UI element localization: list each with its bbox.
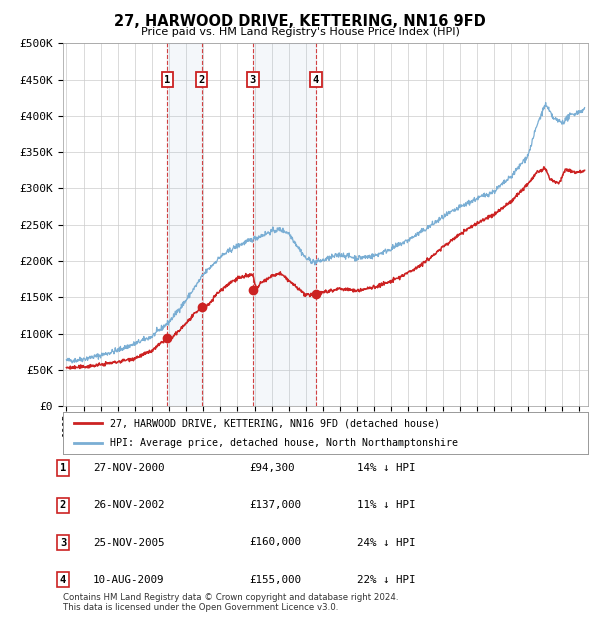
Text: Price paid vs. HM Land Registry's House Price Index (HPI): Price paid vs. HM Land Registry's House … xyxy=(140,27,460,37)
Text: 27, HARWOOD DRIVE, KETTERING, NN16 9FD (detached house): 27, HARWOOD DRIVE, KETTERING, NN16 9FD (… xyxy=(110,418,440,428)
Text: 24% ↓ HPI: 24% ↓ HPI xyxy=(357,538,415,547)
Text: Contains HM Land Registry data © Crown copyright and database right 2024.
This d: Contains HM Land Registry data © Crown c… xyxy=(63,593,398,612)
Text: 4: 4 xyxy=(60,575,66,585)
Text: £160,000: £160,000 xyxy=(249,538,301,547)
Text: 3: 3 xyxy=(250,74,256,85)
Text: £137,000: £137,000 xyxy=(249,500,301,510)
Text: 11% ↓ HPI: 11% ↓ HPI xyxy=(357,500,415,510)
Bar xyxy=(253,43,316,406)
Text: 2: 2 xyxy=(199,74,205,85)
Text: 1: 1 xyxy=(164,74,170,85)
Text: 1: 1 xyxy=(60,463,66,473)
Text: 10-AUG-2009: 10-AUG-2009 xyxy=(93,575,164,585)
Text: 22% ↓ HPI: 22% ↓ HPI xyxy=(357,575,415,585)
Text: 14% ↓ HPI: 14% ↓ HPI xyxy=(357,463,415,473)
Text: 26-NOV-2002: 26-NOV-2002 xyxy=(93,500,164,510)
Text: 3: 3 xyxy=(60,538,66,547)
Text: 2: 2 xyxy=(60,500,66,510)
Text: 4: 4 xyxy=(313,74,319,85)
Text: 25-NOV-2005: 25-NOV-2005 xyxy=(93,538,164,547)
Text: £94,300: £94,300 xyxy=(249,463,295,473)
Bar xyxy=(167,43,202,406)
Text: £155,000: £155,000 xyxy=(249,575,301,585)
Text: HPI: Average price, detached house, North Northamptonshire: HPI: Average price, detached house, Nort… xyxy=(110,438,458,448)
Text: 27-NOV-2000: 27-NOV-2000 xyxy=(93,463,164,473)
Text: 27, HARWOOD DRIVE, KETTERING, NN16 9FD: 27, HARWOOD DRIVE, KETTERING, NN16 9FD xyxy=(114,14,486,29)
